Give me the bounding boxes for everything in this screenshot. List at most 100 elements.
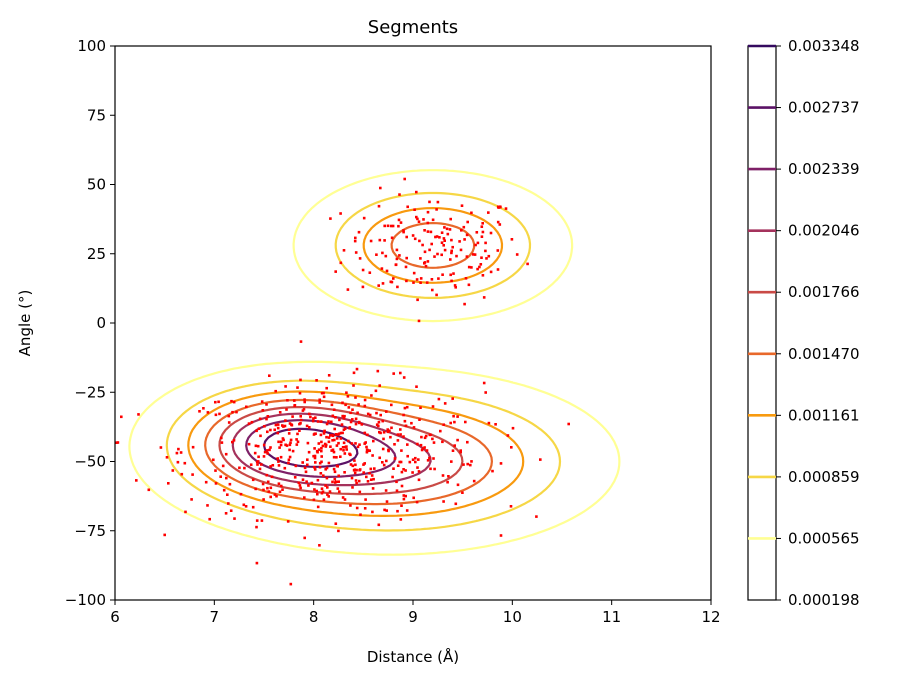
scatter-point — [335, 456, 338, 459]
scatter-point — [233, 517, 236, 520]
scatter-point — [273, 493, 277, 496]
scatter-point — [257, 427, 261, 430]
scatter-point — [337, 529, 340, 533]
scatter-point — [319, 472, 323, 475]
scatter-point — [357, 403, 360, 406]
scatter-point — [326, 486, 329, 489]
scatter-point — [253, 451, 257, 455]
scatter-point — [320, 446, 323, 450]
scatter-point — [319, 420, 323, 423]
scatter-point — [352, 371, 356, 375]
scatter-points — [115, 177, 570, 586]
scatter-point — [281, 488, 284, 491]
scatter-point — [342, 449, 345, 452]
scatter-point — [337, 474, 340, 478]
scatter-point — [399, 371, 402, 375]
scatter-point — [428, 456, 431, 460]
scatter-point — [261, 409, 265, 412]
scatter-point — [350, 476, 354, 480]
scatter-point — [475, 231, 479, 234]
scatter-point — [447, 475, 450, 478]
scatter-point — [452, 272, 455, 275]
scatter-point — [344, 403, 347, 407]
scatter-point — [353, 459, 356, 462]
scatter-point — [461, 491, 464, 494]
scatter-point — [469, 463, 472, 467]
scatter-point — [245, 405, 248, 409]
scatter-point — [276, 423, 280, 426]
scatter-point — [329, 217, 332, 220]
colorbar-tick-label: 0.001161 — [788, 406, 860, 424]
scatter-point — [291, 415, 294, 418]
scatter-point — [402, 494, 406, 497]
scatter-point — [366, 412, 370, 416]
scatter-point — [499, 462, 503, 465]
scatter-point — [363, 507, 367, 510]
scatter-point — [177, 447, 180, 451]
scatter-point — [392, 277, 395, 280]
scatter-point — [362, 216, 366, 220]
y-axis: −100 −75 −50 −25 0 25 50 75 100 — [65, 37, 115, 609]
scatter-point — [441, 273, 444, 276]
scatter-point — [309, 415, 312, 419]
colorbar-tick-label: 0.003348 — [788, 37, 860, 55]
scatter-point — [467, 283, 471, 287]
colorbar-tick-label: 0.001470 — [788, 345, 860, 363]
scatter-point — [496, 205, 500, 209]
scatter-point — [334, 416, 337, 419]
scatter-point — [446, 232, 450, 236]
scatter-point — [405, 405, 409, 409]
scatter-point — [298, 484, 302, 487]
scatter-point — [299, 418, 303, 422]
scatter-point — [423, 250, 427, 254]
scatter-point — [301, 409, 305, 412]
scatter-point — [423, 446, 426, 449]
scatter-point — [322, 391, 325, 395]
y-tick-label: 25 — [87, 245, 106, 263]
scatter-point — [277, 460, 280, 463]
scatter-point — [481, 274, 485, 277]
scatter-point — [484, 249, 487, 253]
scatter-point — [436, 252, 439, 256]
scatter-point — [383, 224, 386, 228]
scatter-point — [278, 490, 282, 494]
scatter-point — [355, 367, 359, 371]
scatter-point — [330, 403, 334, 407]
scatter-point — [137, 413, 140, 416]
scatter-point — [425, 281, 429, 284]
scatter-point — [279, 443, 283, 447]
scatter-point — [212, 458, 215, 462]
scatter-point — [266, 480, 270, 484]
scatter-point — [378, 456, 381, 460]
scatter-point — [426, 210, 430, 214]
scatter-point — [410, 421, 413, 425]
scatter-point — [360, 423, 364, 426]
scatter-point — [395, 248, 399, 252]
scatter-point — [303, 398, 306, 401]
scatter-point — [464, 277, 468, 280]
scatter-point — [337, 480, 340, 483]
scatter-point — [303, 466, 307, 470]
scatter-point — [342, 441, 346, 445]
scatter-point — [351, 418, 354, 421]
scatter-point — [255, 561, 259, 565]
scatter-point — [437, 397, 441, 401]
scatter-point — [405, 256, 408, 260]
plot-frame — [114, 45, 712, 601]
scatter-point — [487, 421, 491, 425]
scatter-point — [288, 448, 291, 452]
scatter-point — [278, 446, 281, 449]
scatter-point — [286, 520, 290, 523]
scatter-point — [448, 228, 452, 231]
scatter-point — [356, 411, 359, 415]
scatter-point — [462, 463, 465, 466]
scatter-point — [357, 479, 361, 483]
scatter-point — [267, 490, 271, 493]
scatter-point — [320, 391, 324, 395]
scatter-point — [285, 408, 288, 411]
scatter-point — [316, 450, 319, 454]
scatter-point — [191, 445, 195, 449]
scatter-point — [443, 248, 447, 252]
scatter-point — [327, 440, 331, 444]
scatter-point — [451, 449, 455, 452]
